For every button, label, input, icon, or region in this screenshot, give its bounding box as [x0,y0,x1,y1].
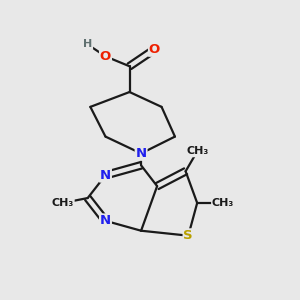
Text: N: N [100,214,111,227]
Text: N: N [136,147,147,160]
Text: O: O [100,50,111,63]
Text: CH₃: CH₃ [52,198,74,208]
Text: H: H [83,40,92,50]
Text: S: S [184,229,193,242]
Text: CH₃: CH₃ [186,146,208,157]
Text: O: O [149,43,160,56]
Text: CH₃: CH₃ [212,198,234,208]
Text: N: N [100,169,111,182]
